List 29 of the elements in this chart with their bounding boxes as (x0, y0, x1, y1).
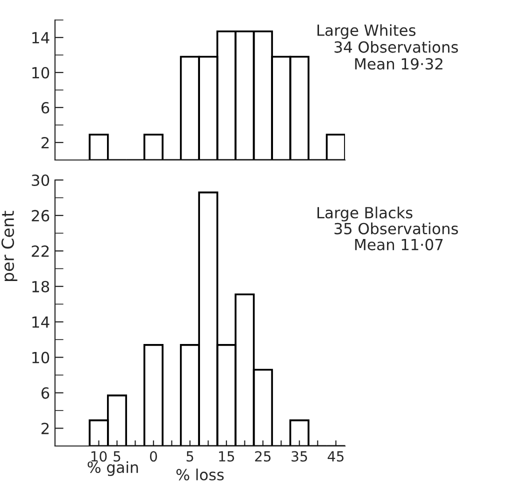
annotation: 34 Observations (334, 41, 458, 53)
x-tick-label: 0 (150, 451, 157, 462)
y-tick-label: 26 (32, 210, 50, 222)
y-tick-label: 10 (32, 352, 50, 364)
y-tick-label: 14 (32, 32, 50, 44)
x-tick-label: 10 (91, 451, 107, 462)
x-tick-label: 15 (219, 451, 234, 462)
x-tick-label: 25 (255, 451, 271, 462)
y-tick-label: 10 (32, 66, 50, 79)
y-tick-label: 6 (41, 102, 50, 114)
y-tick-label: 18 (32, 280, 50, 292)
y-tick-label: 14 (32, 316, 50, 328)
y-tick-label: 2 (42, 136, 49, 148)
x-tick-label: 5 (186, 451, 194, 462)
y-axis-title: per Cent (1, 210, 18, 281)
text: Mean 11·07 (355, 238, 443, 250)
text: Mean 19·32 (355, 58, 442, 70)
x-tick-label: 5 (114, 451, 120, 462)
y-tick-label: 2 (42, 422, 49, 434)
x-tick-label: 45 (328, 451, 344, 462)
text: % gain (88, 461, 138, 476)
annotation: Large Whites (318, 24, 416, 39)
y-tick-label: 22 (32, 245, 49, 257)
annotation: 35 Observations (334, 222, 458, 234)
y-tick-label: 30 (32, 174, 50, 186)
annotation: Large Blacks (318, 206, 412, 222)
x-tick-label: 35 (292, 451, 308, 462)
x-axis-title: % loss (176, 468, 224, 480)
y-tick-label: 6 (41, 387, 50, 399)
